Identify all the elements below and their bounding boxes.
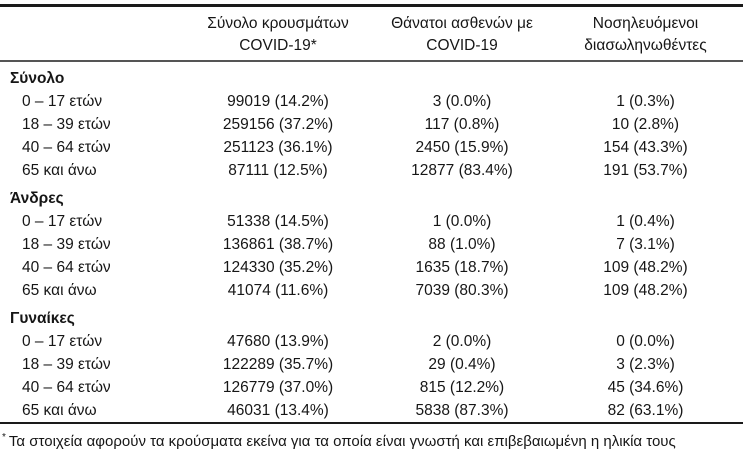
table-row: 40 – 64 ετών 126779 (37.0%) 815 (12.2%) … [0,376,743,399]
cases-value: 46031 (13.4%) [227,401,329,419]
deaths-value: 815 (12.2%) [419,378,505,396]
cases-value: 41074 (11.6%) [227,281,329,299]
intubated-value: 7 (3.1%) [616,235,675,253]
intubated-value: 109 (48.2%) [603,258,688,276]
footnote: * Τα στοιχεία αφορούν τα κρούσματα εκείνα… [0,422,743,455]
age-label: 18 – 39 ετών [22,235,111,253]
intubated-value: 154 (43.3%) [603,138,688,156]
age-label: 40 – 64 ετών [22,378,111,396]
age-label: 18 – 39 ετών [22,115,111,133]
age-label: 65 και άνω [22,401,97,419]
table-row: 65 και άνω 87111 (12.5%) 12877 (83.4%) 1… [0,159,743,182]
deaths-value: 117 (0.8%) [424,115,500,133]
age-label: 0 – 17 ετών [22,92,103,110]
table-row: 18 – 39 ετών 259156 (37.2%) 117 (0.8%) 1… [0,113,743,136]
column-header-deaths: Θάνατοι ασθενών με COVID-19 [376,5,548,62]
intubated-value: 3 (2.3%) [616,355,675,373]
intubated-value: 1 (0.3%) [616,92,675,110]
cases-value: 126779 (37.0%) [222,378,334,396]
section-header-total: Σύνολο [0,61,743,90]
deaths-value: 29 (0.4%) [428,355,496,373]
table-row: 0 – 17 ετών 47680 (13.9%) 2 (0.0%) 0 (0.… [0,330,743,353]
intubated-value: 0 (0.0%) [616,332,675,350]
column-header-intubated: Νοσηλευόμενοι διασωληνωθέντες [548,5,743,62]
deaths-value: 12877 (83.4%) [411,161,513,179]
intubated-value: 191 (53.7%) [603,161,688,179]
cases-value: 122289 (35.7%) [222,355,334,373]
column-header-cases-line2: COVID-19* [239,37,317,54]
deaths-value: 5838 (87.3%) [415,401,509,419]
section-title: Άνδρες [10,190,64,207]
cases-value: 51338 (14.5%) [227,212,329,230]
intubated-value: 109 (48.2%) [603,281,688,299]
cases-value: 99019 (14.2%) [227,92,329,110]
column-header-deaths-line2: COVID-19 [426,37,498,54]
table-row: 18 – 39 ετών 122289 (35.7%) 29 (0.4%) 3 … [0,353,743,376]
cases-value: 251123 (36.1%) [223,138,333,156]
intubated-value: 10 (2.8%) [611,115,680,133]
footnote-text: Τα στοιχεία αφορούν τα κρούσματα εκείνα … [8,433,676,450]
table-row: 0 – 17 ετών 51338 (14.5%) 1 (0.0%) 1 (0.… [0,210,743,233]
intubated-value: 1 (0.4%) [616,212,675,230]
intubated-value: 45 (34.6%) [607,378,684,396]
section-header-men: Άνδρες [0,182,743,210]
table-row: 40 – 64 ετών 124330 (35.2%) 1635 (18.7%)… [0,256,743,279]
section-title: Γυναίκες [10,310,75,327]
table-row: 40 – 64 ετών 251123 (36.1%) 2450 (15.9%)… [0,136,743,159]
table-row: 18 – 39 ετών 136861 (38.7%) 88 (1.0%) 7 … [0,233,743,256]
cases-value: 136861 (38.7%) [222,235,334,253]
table-row: 65 και άνω 41074 (11.6%) 7039 (80.3%) 10… [0,279,743,302]
age-label: 65 και άνω [22,281,97,299]
age-label: 65 και άνω [22,161,97,179]
column-header-cases: Σύνολο κρουσμάτων COVID-19* [180,5,376,62]
covid-age-statistics-table: Σύνολο κρουσμάτων COVID-19* Θάνατοι ασθε… [0,4,743,455]
age-label: 40 – 64 ετών [22,138,111,156]
cases-value: 47680 (13.9%) [227,332,329,350]
column-header-empty [0,5,180,62]
section-header-women: Γυναίκες [0,302,743,330]
table-row: 65 και άνω 46031 (13.4%) 5838 (87.3%) 82… [0,399,743,423]
table-row: 0 – 17 ετών 99019 (14.2%) 3 (0.0%) 1 (0.… [0,90,743,113]
age-label: 0 – 17 ετών [22,212,103,230]
age-label: 18 – 39 ετών [22,355,111,373]
report-table-section: Σύνολο κρουσμάτων COVID-19* Θάνατοι ασθε… [0,4,743,455]
cases-value: 87111 (12.5%) [228,161,328,179]
age-label: 0 – 17 ετών [22,332,103,350]
deaths-value: 2 (0.0%) [432,332,492,350]
age-label: 40 – 64 ετών [22,258,111,276]
deaths-value: 2450 (15.9%) [415,138,509,156]
column-header-intubated-line2: διασωληνωθέντες [584,37,707,54]
deaths-value: 3 (0.0%) [432,92,492,110]
intubated-value: 82 (63.1%) [607,401,684,419]
cases-value: 259156 (37.2%) [222,115,334,133]
deaths-value: 1 (0.0%) [432,212,492,230]
column-header-cases-line1: Σύνολο κρουσμάτων [207,15,349,32]
deaths-value: 1635 (18.7%) [415,258,509,276]
column-header-intubated-line1: Νοσηλευόμενοι [592,15,699,32]
footnote-asterisk: * [2,432,6,443]
header-row: Σύνολο κρουσμάτων COVID-19* Θάνατοι ασθε… [0,5,743,62]
section-title: Σύνολο [10,70,65,87]
cases-value: 124330 (35.2%) [222,258,334,276]
deaths-value: 7039 (80.3%) [415,281,509,299]
column-header-deaths-line1: Θάνατοι ασθενών με [391,15,533,32]
deaths-value: 88 (1.0%) [428,235,496,253]
